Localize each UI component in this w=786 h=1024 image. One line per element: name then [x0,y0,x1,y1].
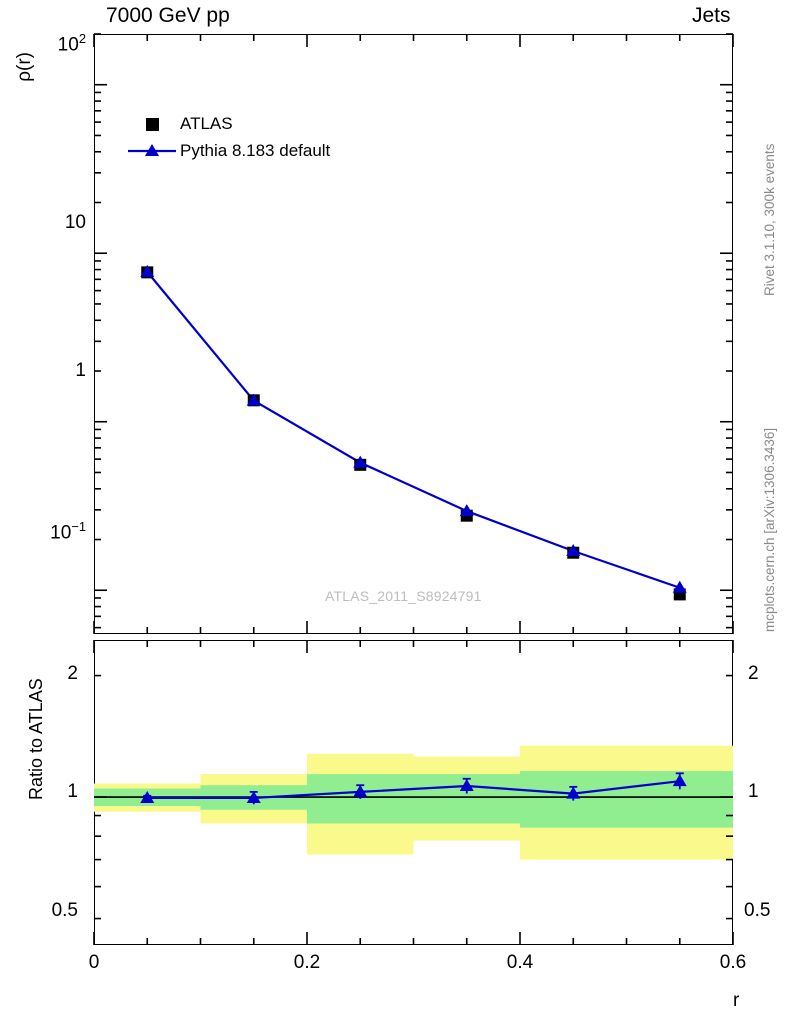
ratio-marker-pythia [353,784,368,797]
xtick-label-0: 0 [88,952,100,973]
xtick-label-0.4: 0.4 [506,952,534,973]
ratio-ytick-label-1-left: 1 [67,781,78,802]
mc-marker-pythia [353,455,368,468]
legend-label-atlas: ATLAS [180,114,233,133]
main-ytick-label-0.1: 10−1 [50,519,86,544]
ratio-marker-pythia [672,774,687,787]
mc-marker-pythia [246,393,261,406]
mc-marker-pythia [459,504,474,517]
main-ytick-label-1: 1 [75,360,86,381]
ratio-ytick-label-1-right: 1 [748,781,759,802]
ratio-marker-pythia [140,790,155,803]
main-plot-panel [94,34,733,634]
mc-marker-pythia [672,580,687,593]
ratio-marker-pythia [246,790,261,803]
legend-label-pythia: Pythia 8.183 default [180,141,331,160]
ratio-marker-pythia [566,786,581,799]
ratio-ytick-label-2-right: 2 [748,663,759,684]
ratio-ytick-label-0.5-left: 0.5 [51,900,78,921]
header-left-beam-info: 7000 GeV pp [106,4,230,27]
x-axis-label: r [733,990,740,1011]
mc-marker-pythia [140,264,155,277]
ratio-line-pythia [147,780,680,800]
ratio-ytick-label-0.5-right: 0.5 [744,900,771,921]
analysis-watermark: ATLAS_2011_S8924791 [325,588,482,604]
legend-marker-square-atlas [146,118,159,131]
main-ytick-label-10: 10 [64,212,86,233]
legend-marker-triangle-pythia [145,144,159,156]
mc-marker-pythia [566,543,581,556]
main-ytick-label-100: 102 [57,31,86,56]
ratio-marker-pythia [459,779,474,792]
ratio-ytick-label-2-left: 2 [67,663,78,684]
mc-line-pythia [146,271,681,589]
xtick-label-0.6: 0.6 [719,952,747,973]
xtick-label-0.2: 0.2 [293,952,321,973]
header-right-analysis-type: Jets [692,4,731,27]
